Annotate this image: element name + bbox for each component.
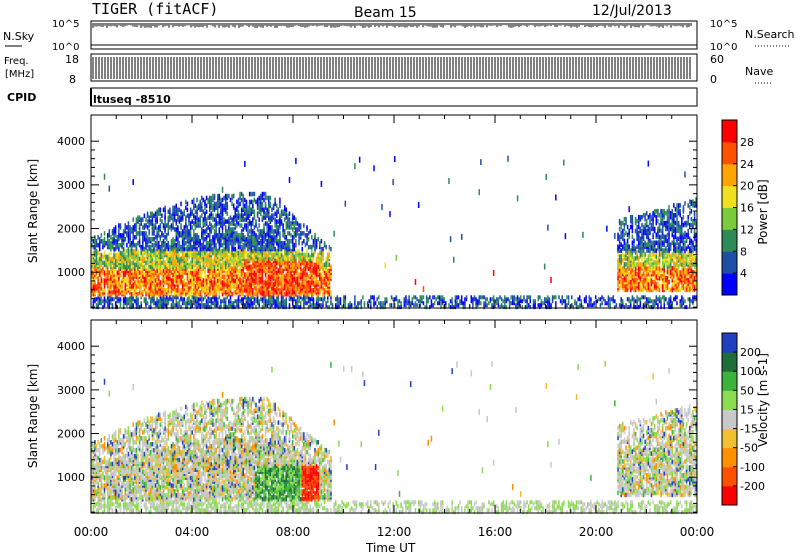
velocity-ytick-label: 3000 (57, 384, 85, 397)
velocity-panel: 1000 2000 3000 4000 Slant Range [km] (26, 319, 698, 515)
freq-tick-top: 18 (65, 53, 79, 66)
colorbar-tick-label: 24 (740, 158, 754, 171)
power-ytick-label: 2000 (57, 223, 85, 236)
nsearch-tick-bottom: 10^0 (710, 42, 737, 53)
nsearch-label: N.Search (745, 28, 795, 41)
nave-tick-bottom: 0 (710, 73, 717, 86)
power-colorbar-label: Power [dB] (756, 179, 770, 244)
colorbar-tick-label: 28 (740, 136, 754, 149)
power-ytick-label: 1000 (57, 266, 85, 279)
freq-label-2: [MHz] (5, 69, 34, 80)
colorbar-tick-label: 20 (740, 180, 754, 193)
colorbar-tick-label: -100 (740, 461, 765, 474)
colorbar-tick-label: 8 (740, 245, 747, 258)
colorbar-segment (722, 485, 737, 506)
colorbar-segment (722, 163, 737, 187)
power-ytick-label: 4000 (57, 135, 85, 148)
power-panel: 1000 2000 3000 4000 Slant Range [km] (26, 114, 698, 310)
power-colorbar: 4 8 12 16 20 24 28 (721, 119, 754, 296)
x-tick-label: 04:00 (175, 525, 210, 539)
colorbar-tick-label: -50 (740, 442, 758, 455)
x-tick-label: 12:00 (377, 525, 412, 539)
x-tick-label: 00:00 (74, 525, 109, 539)
colorbar-segment (722, 207, 737, 230)
nave-tick-top: 60 (710, 53, 724, 66)
x-tick-label: 20:00 (579, 525, 614, 539)
x-tick-label: 16:00 (478, 525, 513, 539)
colorbar-tick-label: -200 (740, 480, 765, 493)
x-axis-label: Time UT (365, 541, 416, 554)
colorbar-segment (722, 251, 737, 274)
colorbar-tick-label: 200 (740, 346, 761, 359)
colorbar-tick-label: 12 (740, 223, 754, 236)
nsky-tick-bottom: 10^0 (52, 42, 79, 53)
colorbar-segment (722, 352, 737, 372)
nave-label: Nave (745, 65, 773, 78)
colorbar-tick-label: 100 (740, 365, 761, 378)
cpid-label: CPID (7, 91, 36, 104)
velocity-colorbar-label: Velocity [m s-1] (756, 353, 770, 447)
cpid-value: ltuseq -8510 (93, 93, 171, 106)
colorbar-segment (722, 409, 737, 430)
colorbar-segment (722, 333, 737, 353)
power-ylabel: Slant Range [km] (26, 159, 40, 263)
velocity-colorbar: 200 100 50 15 -15 -50 -100 -200 (721, 332, 765, 506)
colorbar-tick-label: 4 (740, 267, 747, 280)
freq-label-1: Freq. (4, 56, 29, 67)
colorbar-tick-label: -15 (740, 423, 758, 436)
nsky-strip: N.Sky 10^5 10^0 10^5 10^0 N.Search (3, 19, 795, 53)
velocity-ytick-label: 2000 (57, 428, 85, 441)
colorbar-segment (722, 447, 737, 468)
x-tick-label: 00:00 (680, 525, 715, 539)
colorbar-tick-label: 16 (740, 202, 754, 215)
power-ytick-label: 3000 (57, 179, 85, 192)
freq-strip: Freq. [MHz] 18 8 60 0 Nave (4, 53, 773, 86)
colorbar-segment (722, 371, 737, 391)
velocity-ylabel: Slant Range [km] (26, 364, 40, 468)
colorbar-segment (722, 273, 737, 296)
colorbar-tick-label: 50 (740, 384, 754, 397)
nsky-label: N.Sky (3, 30, 35, 43)
x-tick-label: 08:00 (276, 525, 311, 539)
x-axis: 00:00 04:00 08:00 12:00 16:00 20:00 00:00 (74, 525, 715, 539)
date-title: 12/Jul/2013 (592, 3, 672, 19)
colorbar-tick-label: 15 (740, 403, 754, 416)
colorbar-segment (722, 466, 737, 487)
velocity-ytick-label: 4000 (57, 340, 85, 353)
nsky-tick-top: 10^5 (52, 19, 79, 30)
velocity-ytick-label: 1000 (57, 471, 85, 484)
colorbar-segment (722, 141, 737, 165)
freq-tick-bottom: 8 (69, 73, 76, 86)
nsearch-tick-top: 10^5 (710, 19, 737, 30)
colorbar-segment (722, 185, 737, 208)
colorbar-segment (722, 120, 737, 143)
colorbar-segment (722, 390, 737, 410)
cpid-strip: CPID ltuseq -8510 (7, 87, 698, 107)
beam-title: Beam 15 (354, 5, 417, 21)
radar-title: TIGER (fitACF) (92, 0, 218, 18)
colorbar-segment (722, 428, 737, 449)
colorbar-segment (722, 229, 737, 252)
